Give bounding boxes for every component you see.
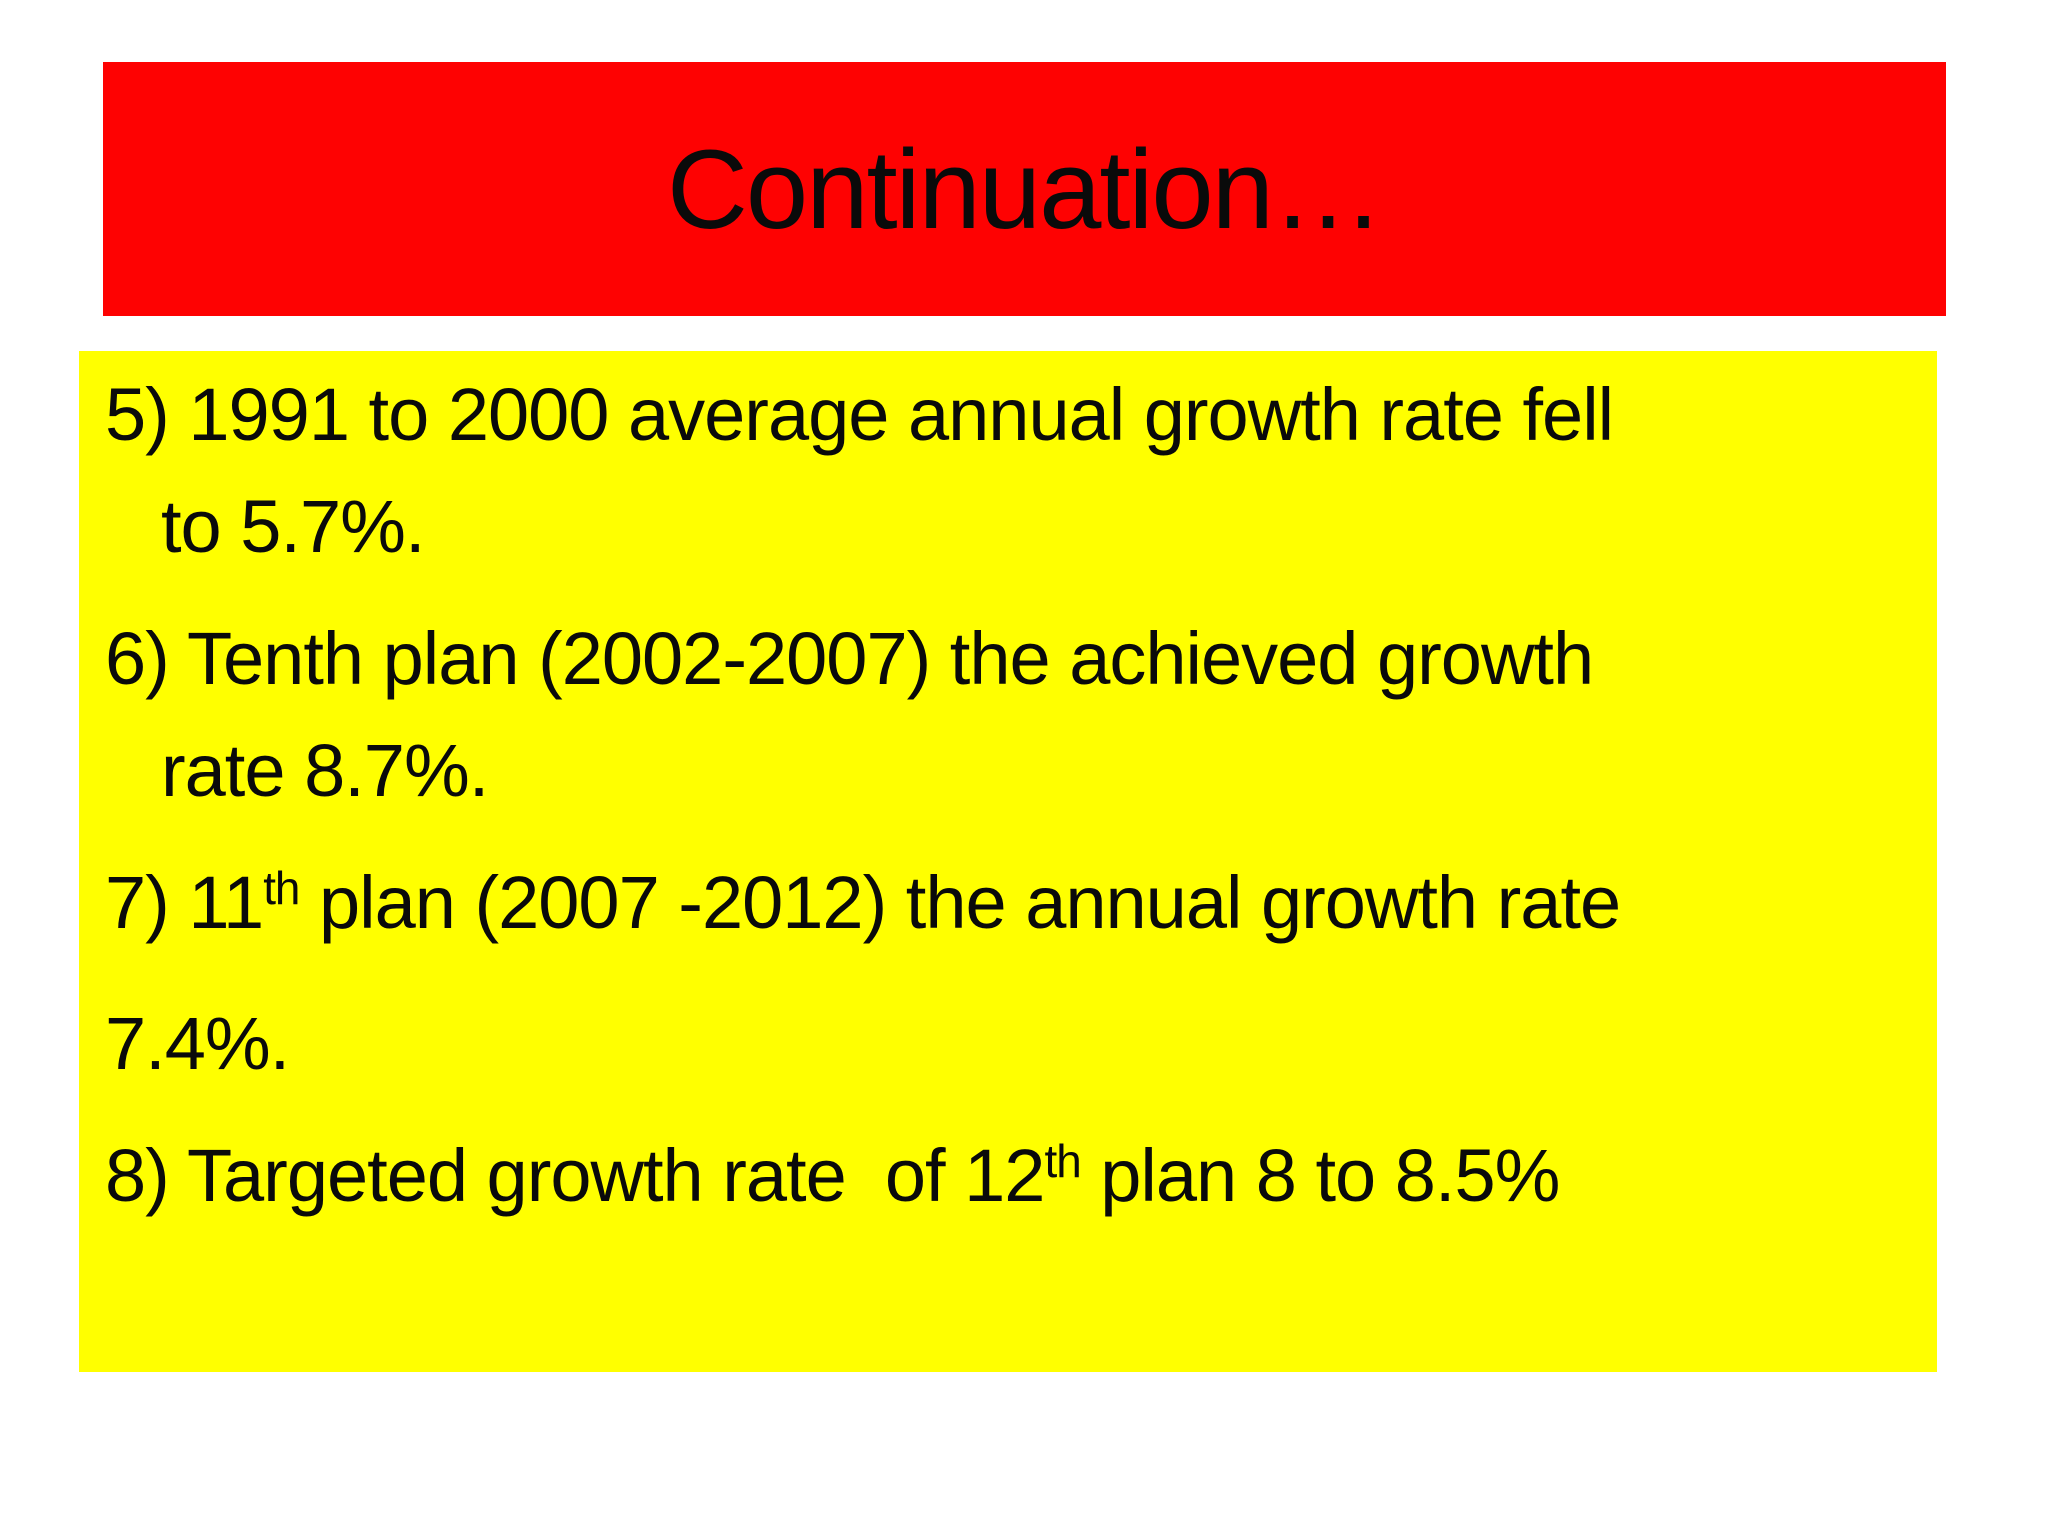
line-text: rate 8.7%. (161, 729, 489, 812)
body-line: 6) Tenth plan (2002-2007) the achieved g… (105, 603, 1911, 715)
line-text: plan (2007 -2012) the annual growth rate (299, 861, 1621, 944)
superscript-text: th (1044, 1135, 1081, 1188)
superscript-text: th (263, 862, 300, 915)
body-box: 5) 1991 to 2000 average annual growth ra… (79, 351, 1937, 1372)
line-text: 6) Tenth plan (2002-2007) the achieved g… (105, 617, 1594, 700)
body-line: 7) 11th plan (2007 -2012) the annual gro… (105, 847, 1911, 968)
body-line: 7.4%. (105, 988, 1911, 1100)
body-line: 8) Targeted growth rate of 12th plan 8 t… (105, 1120, 1911, 1241)
line-text: to 5.7%. (161, 485, 426, 568)
line-text: 8) Targeted growth rate of 12 (105, 1134, 1045, 1217)
body-line: rate 8.7%. (105, 715, 1911, 827)
body-line: 5) 1991 to 2000 average annual growth ra… (105, 359, 1911, 471)
line-text: 5) 1991 to 2000 average annual growth ra… (105, 373, 1614, 456)
slide-title: Continuation… (667, 126, 1384, 252)
line-text: 7.4%. (105, 1002, 290, 1085)
line-text: plan 8 to 8.5% (1080, 1134, 1560, 1217)
line-text: 7) 11 (105, 861, 264, 944)
body-line: to 5.7%. (105, 471, 1911, 583)
title-banner: Continuation… (103, 62, 1946, 316)
